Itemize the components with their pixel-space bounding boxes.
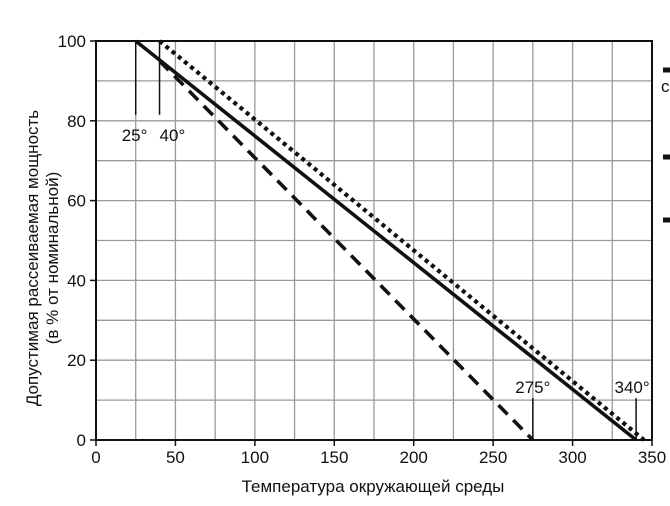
x-tick-label: 100 [241, 448, 269, 467]
annotation-label-40: 40° [160, 126, 186, 145]
y-tick-label: 20 [67, 351, 86, 370]
annotations: 25° 40° 275° 340° [122, 41, 650, 440]
y-axis-title-line1: Допустимая рассеиваемая мощность [23, 110, 42, 406]
tick-labels: 0 50 100 150 200 250 300 350 0 20 40 60 80 100 [58, 32, 667, 467]
x-tick-label: 250 [479, 448, 507, 467]
series-line-solid [134, 39, 638, 442]
legend-text-partial: c [661, 77, 670, 96]
annotation-label-275: 275° [515, 378, 550, 397]
series-lines [134, 39, 646, 442]
y-tick-label: 80 [67, 112, 86, 131]
x-tick-label: 350 [638, 448, 666, 467]
y-axis-title-line2: (в % от номинальной) [43, 172, 62, 345]
series-line-dashed [158, 59, 535, 442]
x-tick-label: 150 [320, 448, 348, 467]
x-tick-label: 50 [166, 448, 185, 467]
annotation-label-25: 25° [122, 126, 148, 145]
x-axis-title: Температура окружающей среды [242, 477, 505, 496]
x-tick-label: 0 [91, 448, 100, 467]
y-tick-label: 0 [77, 431, 86, 450]
axes [90, 40, 653, 446]
y-tick-label: 60 [67, 192, 86, 211]
x-tick-label: 200 [400, 448, 428, 467]
legend-partial: c [661, 67, 670, 223]
y-tick-label: 40 [67, 271, 86, 290]
y-tick-label: 100 [58, 32, 86, 51]
x-tick-label: 300 [558, 448, 586, 467]
plot-frame [95, 40, 653, 441]
series-line-dotted [158, 39, 646, 442]
annotation-label-340: 340° [615, 378, 650, 397]
